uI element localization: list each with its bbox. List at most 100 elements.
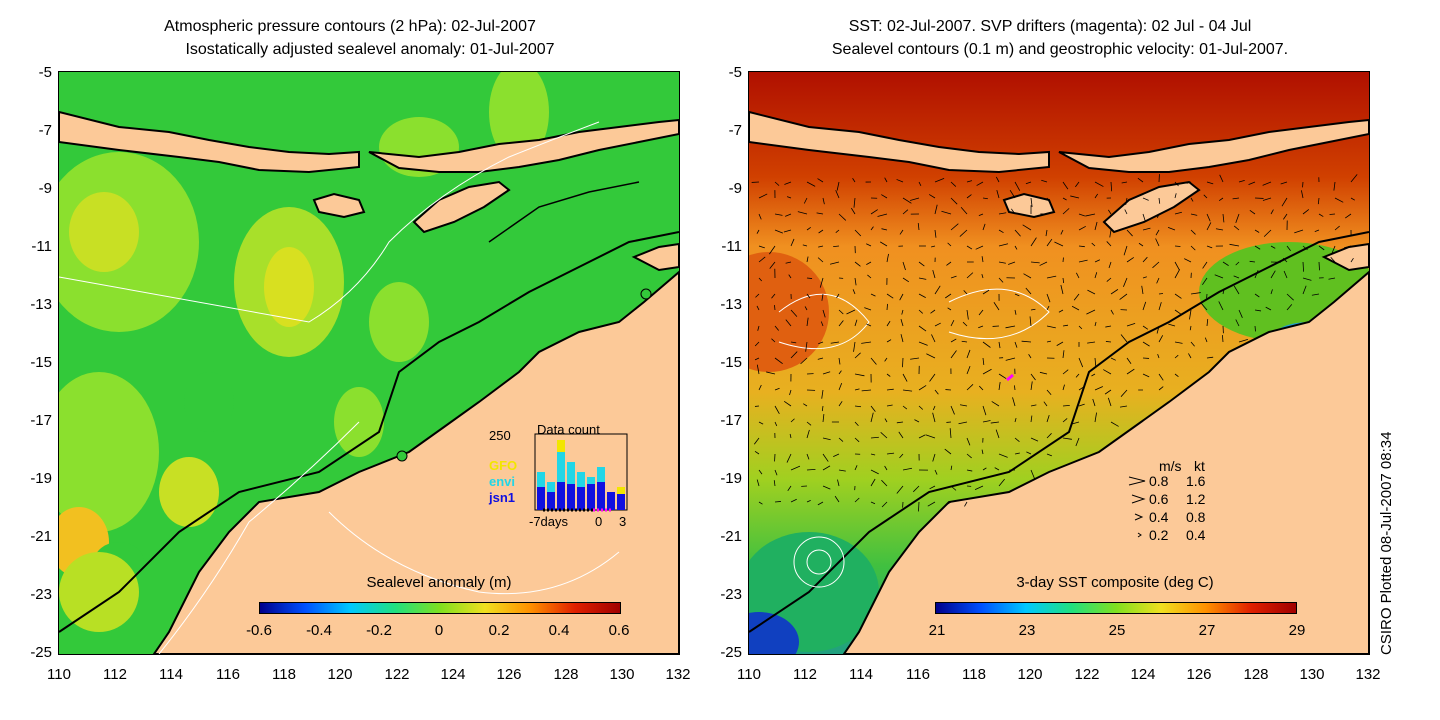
velocity-arrow <box>966 384 974 391</box>
right-x-tick: 118 <box>962 666 986 683</box>
velocity-arrow <box>836 293 840 299</box>
velocity-arrow <box>790 465 801 471</box>
velocity-arrow <box>774 387 780 391</box>
velocity-arrow <box>950 350 957 359</box>
velocity-arrow <box>861 389 872 392</box>
velocity-arrow <box>886 253 889 263</box>
velocity-arrow <box>1174 261 1180 270</box>
velocity-arrow <box>773 480 776 487</box>
velocity-arrow <box>910 357 920 360</box>
velocity-arrow <box>1330 256 1336 263</box>
velocity-arrow <box>866 261 872 265</box>
velocity-arrow <box>902 389 913 392</box>
velocity-arrow <box>1200 302 1208 311</box>
velocity-arrow <box>1030 404 1037 407</box>
right-cb-tick: 27 <box>1198 622 1216 639</box>
velocity-legend-kt: 0.8 <box>1186 509 1206 525</box>
velocity-arrow <box>817 178 824 183</box>
velocity-arrow <box>774 229 783 234</box>
velocity-arrow <box>1091 373 1096 377</box>
velocity-arrow <box>1022 224 1032 231</box>
velocity-arrow <box>818 229 824 234</box>
velocity-arrow <box>1283 213 1288 220</box>
right-y-tick: -17 <box>720 412 742 429</box>
left-y-tick: -25 <box>30 644 52 661</box>
velocity-arrow <box>1105 325 1112 328</box>
velocity-arrow <box>822 485 831 490</box>
velocity-arrow <box>1087 341 1096 344</box>
velocity-arrow <box>1105 341 1112 343</box>
velocity-arrow <box>1062 350 1065 359</box>
velocity-arrow <box>1294 229 1304 234</box>
velocity-arrow <box>1094 221 1098 231</box>
velocity-arrow <box>1254 269 1259 279</box>
velocity-arrow <box>899 229 904 235</box>
velocity-arrow <box>1058 309 1064 313</box>
velocity-arrow <box>769 245 776 255</box>
velocity-arrow <box>1314 229 1320 233</box>
velocity-arrow <box>934 322 941 327</box>
velocity-arrow <box>982 420 991 423</box>
velocity-arrow <box>1030 197 1033 207</box>
velocity-arrow <box>950 338 957 343</box>
velocity-arrow <box>1270 209 1274 215</box>
velocity-arrow <box>797 211 808 215</box>
left-map-panel: Data count 250 GFO envi jsn1 -7days 0 3 <box>59 72 679 654</box>
velocity-arrow <box>978 309 984 316</box>
velocity-arrow <box>995 176 1000 183</box>
velocity-arrow <box>1318 245 1325 251</box>
velocity-arrow <box>995 429 1000 439</box>
velocity-arrow <box>757 325 760 331</box>
velocity-arrow <box>1009 189 1016 199</box>
velocity-arrow <box>1014 293 1020 297</box>
velocity-arrow <box>1030 237 1037 247</box>
velocity-arrow <box>1254 229 1260 233</box>
left-cb-tick: 0.6 <box>608 622 630 639</box>
velocity-arrow <box>1344 245 1352 249</box>
velocity-arrow <box>774 501 782 503</box>
velocity-arrow <box>1014 181 1021 191</box>
velocity-arrow <box>1311 293 1320 296</box>
velocity-arrow <box>950 197 958 205</box>
velocity-arrow <box>803 403 808 407</box>
velocity-arrow <box>1317 197 1320 205</box>
velocity-arrow <box>1014 229 1021 237</box>
velocity-arrow <box>945 293 952 299</box>
right-colorbar-title: 3-day SST composite (deg C) <box>1016 574 1214 591</box>
velocity-arrow <box>966 309 969 320</box>
velocity-arrow <box>1254 245 1261 250</box>
right-y-tick: -15 <box>720 354 742 371</box>
velocity-arrow <box>902 277 910 283</box>
velocity-arrow <box>1189 325 1192 331</box>
right-y-tick: -13 <box>720 296 742 313</box>
velocity-arrow <box>790 418 795 423</box>
velocity-arrow <box>818 341 824 345</box>
velocity-arrow <box>918 261 925 267</box>
velocity-arrow <box>978 325 984 329</box>
velocity-arrow <box>1103 369 1112 375</box>
velocity-arrow <box>931 334 936 343</box>
velocity-arrow <box>1046 340 1052 343</box>
velocity-arrow <box>788 274 792 279</box>
velocity-arrow <box>902 209 909 215</box>
velocity-arrow <box>1155 238 1160 247</box>
velocity-arrow <box>1265 306 1272 311</box>
velocity-arrow <box>1142 373 1150 378</box>
velocity-arrow <box>866 243 872 247</box>
velocity-arrow <box>962 321 968 327</box>
velocity-arrow <box>1218 301 1224 311</box>
velocity-arrow <box>774 357 783 365</box>
velocity-arrow <box>961 340 968 343</box>
velocity-arrow <box>834 495 840 503</box>
velocity-arrow <box>774 181 780 186</box>
velocity-arrow <box>1156 277 1160 284</box>
velocity-arrow <box>978 213 984 217</box>
velocity-arrow <box>820 321 824 327</box>
velocity-arrow <box>1142 276 1147 279</box>
velocity-arrow <box>766 371 776 375</box>
left-x-tick: 128 <box>553 666 579 683</box>
velocity-arrow <box>1085 213 1096 217</box>
right-map-panel: m/s kt 0.8 1.6 0.6 1.2 0.4 0.8 0.2 0.4 3… <box>749 72 1369 654</box>
velocity-arrow <box>1286 245 1291 252</box>
velocity-arrow <box>1233 225 1240 231</box>
